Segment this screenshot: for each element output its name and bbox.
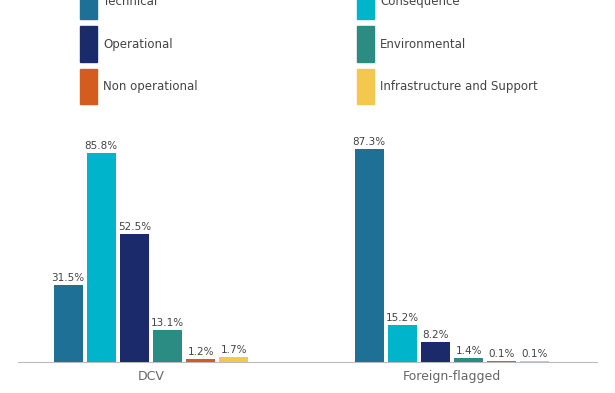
Bar: [421, 342, 450, 362]
Text: Operational: Operational: [103, 37, 173, 51]
Text: 85.8%: 85.8%: [85, 141, 118, 151]
Bar: [54, 285, 82, 362]
Text: 15.2%: 15.2%: [386, 313, 419, 323]
Bar: [454, 358, 483, 362]
Bar: [186, 359, 215, 362]
FancyBboxPatch shape: [357, 0, 374, 19]
FancyBboxPatch shape: [80, 0, 97, 19]
FancyBboxPatch shape: [357, 26, 374, 62]
Text: 87.3%: 87.3%: [352, 138, 386, 147]
Text: 13.1%: 13.1%: [151, 318, 184, 328]
Text: Consequence: Consequence: [380, 0, 459, 8]
Bar: [87, 153, 116, 362]
Bar: [153, 330, 182, 362]
Bar: [355, 149, 384, 362]
FancyBboxPatch shape: [80, 69, 97, 105]
Text: Non operational: Non operational: [103, 80, 198, 93]
Text: 1.4%: 1.4%: [455, 346, 482, 356]
Text: 0.1%: 0.1%: [522, 349, 548, 359]
Text: Technical: Technical: [103, 0, 157, 8]
Text: 1.7%: 1.7%: [221, 345, 247, 356]
Text: 0.1%: 0.1%: [488, 349, 515, 359]
Text: 8.2%: 8.2%: [423, 330, 449, 340]
Text: 52.5%: 52.5%: [118, 222, 151, 232]
Bar: [120, 234, 149, 362]
Text: Infrastructure and Support: Infrastructure and Support: [380, 80, 538, 93]
Bar: [219, 357, 248, 362]
FancyBboxPatch shape: [357, 69, 374, 105]
Text: 31.5%: 31.5%: [52, 273, 85, 283]
Text: Environmental: Environmental: [380, 37, 466, 51]
Text: 1.2%: 1.2%: [188, 347, 214, 357]
FancyBboxPatch shape: [80, 26, 97, 62]
Bar: [388, 325, 417, 362]
